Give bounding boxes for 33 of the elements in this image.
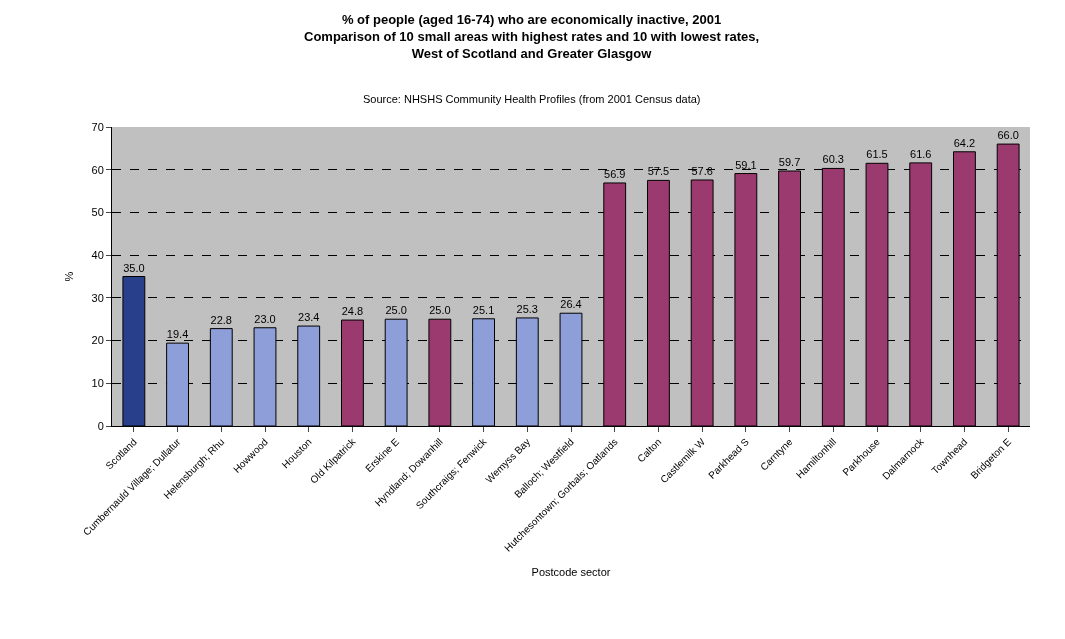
y-tick-label: 0 xyxy=(97,419,104,432)
data-label: 64.2 xyxy=(953,136,976,149)
x-axis-title: Postcode sector xyxy=(531,565,611,578)
data-label: 60.3 xyxy=(822,153,844,166)
data-label: 66.0 xyxy=(997,129,1019,142)
y-tick-label: 20 xyxy=(91,334,104,347)
data-label: 35.0 xyxy=(123,261,145,274)
data-label: 61.6 xyxy=(910,147,932,160)
y-tick-label: 10 xyxy=(91,377,104,390)
data-label: 26.4 xyxy=(560,298,582,311)
y-axis-title: % xyxy=(63,271,76,282)
data-label: 57.6 xyxy=(691,164,713,177)
data-label: 24.8 xyxy=(341,305,364,318)
chart-subtitle: Source: NHSHS Community Health Profiles (from 2001 Census data) xyxy=(363,93,701,105)
data-label: 57.5 xyxy=(647,165,670,178)
y-tick-label: 30 xyxy=(91,291,104,304)
y-tick-label: 60 xyxy=(91,163,104,176)
data-label: 22.8 xyxy=(210,313,232,326)
data-label: 61.5 xyxy=(866,148,888,161)
data-label: 19.4 xyxy=(166,328,189,341)
chart-title: % of people (aged 16-74) who are economically inactive, 2001 Comparison of 10 small areas with highest rates and 10 with lowest rates, West of Scotland and Greater Glasgow xyxy=(304,12,760,61)
data-label: 56.9 xyxy=(604,167,626,180)
data-label: 23.4 xyxy=(298,311,320,324)
data-label: 59.1 xyxy=(735,158,757,171)
y-tick-label: 70 xyxy=(91,120,104,133)
y-tick-label: 50 xyxy=(91,206,104,219)
data-label: 23.0 xyxy=(254,312,276,325)
data-label: 25.3 xyxy=(516,302,538,315)
y-tick-label: 40 xyxy=(91,248,104,261)
data-label: 59.7 xyxy=(778,156,801,168)
data-label: 25.0 xyxy=(429,304,451,317)
data-label: 25.0 xyxy=(385,304,407,317)
data-label: 25.1 xyxy=(472,303,495,316)
